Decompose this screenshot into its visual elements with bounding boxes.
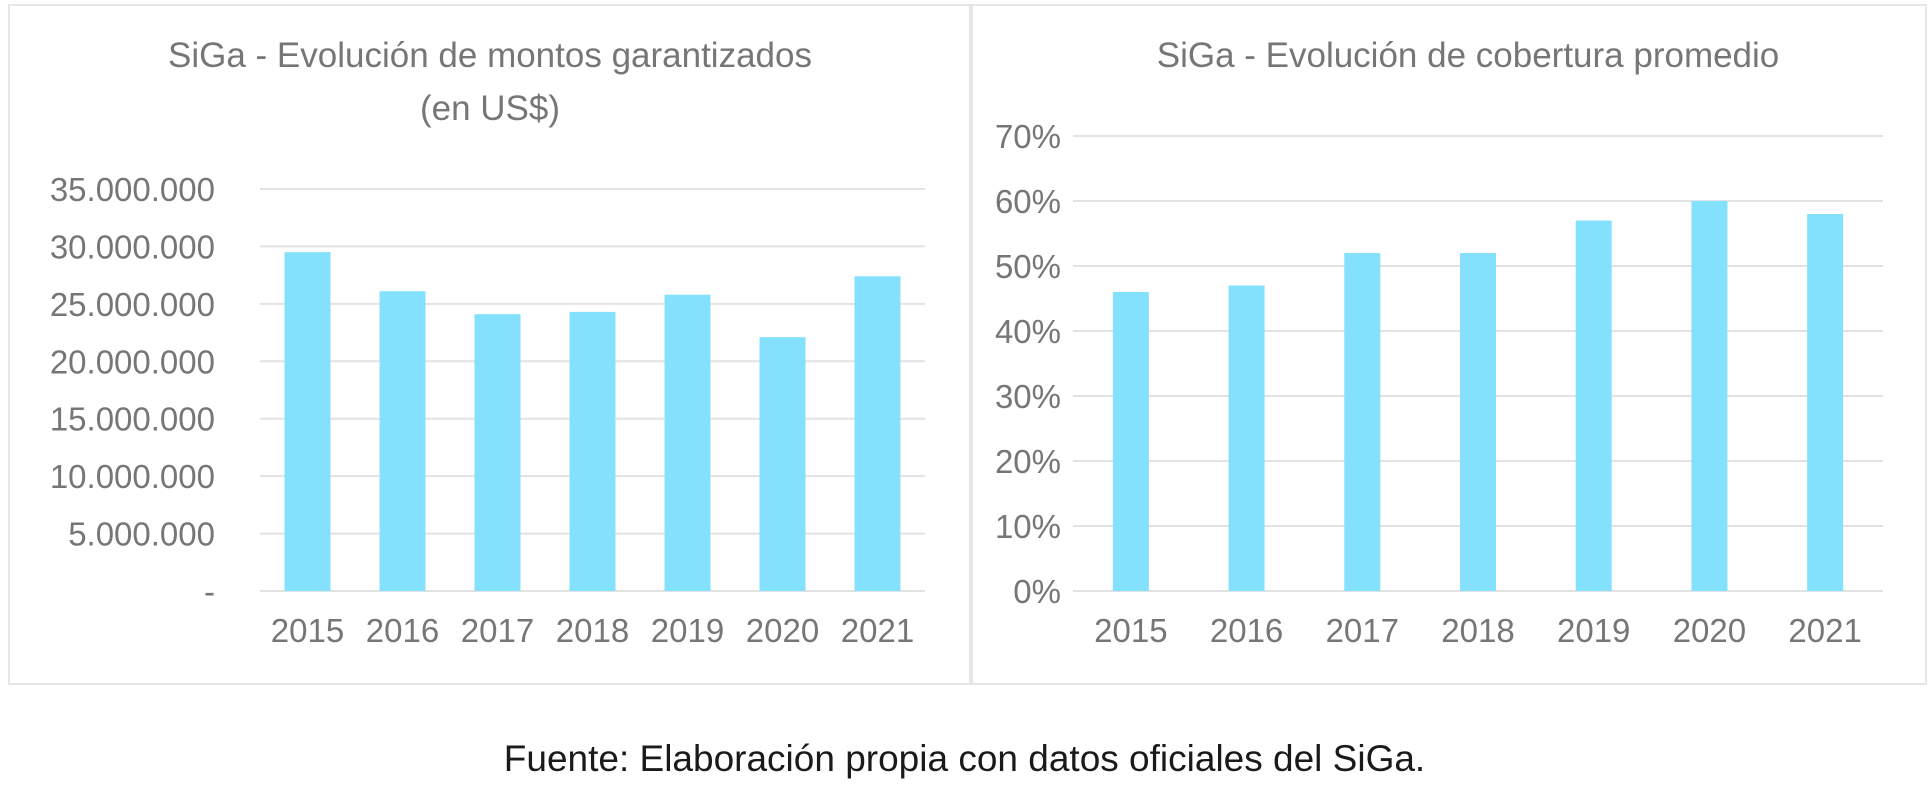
x-tick-label: 2017 bbox=[1326, 612, 1399, 649]
bar bbox=[1344, 253, 1381, 591]
bar bbox=[1228, 285, 1265, 591]
x-tick-label: 2015 bbox=[271, 612, 344, 649]
y-tick-label: 60% bbox=[995, 183, 1061, 220]
bar bbox=[1691, 201, 1728, 591]
x-tick-label: 2017 bbox=[461, 612, 534, 649]
y-tick-label: 30.000.000 bbox=[50, 228, 215, 265]
y-tick-label: 20% bbox=[995, 443, 1061, 480]
bar bbox=[1460, 253, 1496, 591]
x-tick-label: 2018 bbox=[1441, 612, 1514, 649]
y-tick-label: 30% bbox=[995, 378, 1061, 415]
y-tick-label: 15.000.000 bbox=[50, 401, 215, 438]
bar bbox=[569, 311, 616, 591]
chart-title: SiGa - Evolución de cobertura promedio bbox=[1157, 36, 1780, 75]
bar bbox=[1575, 220, 1612, 591]
x-tick-label: 2019 bbox=[1557, 612, 1630, 649]
x-tick-label: 2016 bbox=[1210, 612, 1283, 649]
x-tick-label: 2021 bbox=[841, 612, 914, 649]
chart-cobertura-promedio: SiGa - Evolución de cobertura promedio 0%… bbox=[995, 36, 1883, 649]
bar bbox=[474, 314, 521, 591]
source-footer: Fuente: Elaboración propia con datos ofi… bbox=[503, 738, 1426, 779]
x-tick-label: 2019 bbox=[651, 612, 724, 649]
y-tick-label: 50% bbox=[995, 248, 1061, 285]
y-tick-label: 35.000.000 bbox=[50, 171, 215, 208]
bar bbox=[284, 252, 331, 591]
y-tick-label: - bbox=[204, 573, 215, 610]
y-tick-label: 25.000.000 bbox=[50, 286, 215, 323]
chart-panel-cobertura: SiGa - Evolución de cobertura promedio 0%… bbox=[971, 4, 1927, 685]
bar bbox=[1112, 292, 1149, 591]
chart-panel-montos: SiGa - Evolución de montos garantizados (… bbox=[8, 4, 971, 685]
y-tick-label: 20.000.000 bbox=[50, 343, 215, 380]
chart-title: (en US$) bbox=[420, 89, 560, 128]
x-tick-label: 2020 bbox=[746, 612, 819, 649]
bar bbox=[379, 291, 426, 591]
y-tick-label: 40% bbox=[995, 313, 1061, 350]
y-tick-label: 10.000.000 bbox=[50, 458, 215, 495]
bar bbox=[854, 276, 901, 591]
x-tick-label: 2015 bbox=[1094, 612, 1167, 649]
y-tick-label: 0% bbox=[1013, 573, 1061, 610]
bar bbox=[664, 294, 711, 591]
chart-title: SiGa - Evolución de montos garantizados bbox=[168, 36, 812, 75]
x-tick-label: 2016 bbox=[366, 612, 439, 649]
bar bbox=[1807, 214, 1844, 591]
x-tick-label: 2021 bbox=[1788, 612, 1861, 649]
y-tick-label: 5.000.000 bbox=[68, 516, 215, 553]
y-tick-label: 70% bbox=[995, 118, 1061, 155]
x-tick-label: 2018 bbox=[556, 612, 629, 649]
x-tick-label: 2020 bbox=[1673, 612, 1746, 649]
y-tick-label: 10% bbox=[995, 508, 1061, 545]
chart-montos-garantizados: SiGa - Evolución de montos garantizados (… bbox=[50, 36, 925, 649]
bar bbox=[759, 337, 806, 591]
